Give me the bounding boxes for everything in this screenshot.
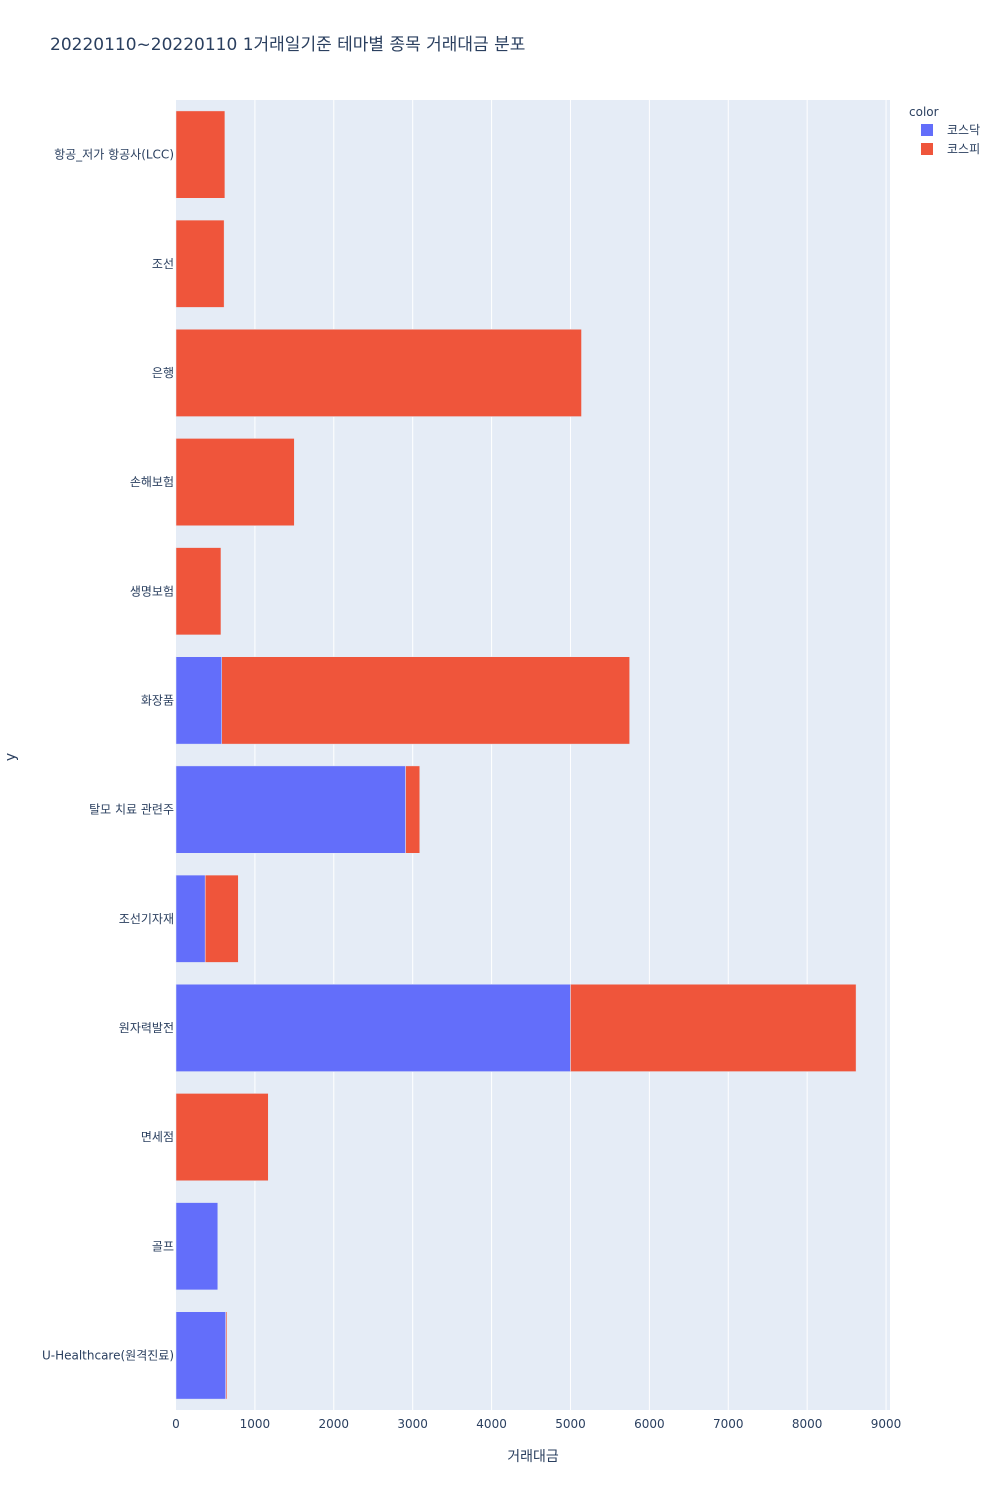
y-tick-label: 항공_저가 항공사(LCC) (54, 148, 174, 162)
x-axis-title: 거래대금 (507, 1449, 559, 1465)
x-tick-label: 2000 (319, 1417, 350, 1431)
y-tick-label: 탈모 치료 관련주 (89, 803, 174, 817)
bar-segment[interactable] (405, 765, 421, 854)
y-tick-label: 조선기자재 (119, 912, 174, 926)
y-tick-label: 조선 (152, 257, 174, 271)
x-tick-label: 9000 (871, 1417, 902, 1431)
bar-segment[interactable] (175, 874, 206, 963)
y-tick-label: U-Healthcare(원격진료) (42, 1348, 174, 1362)
x-tick-label: 7000 (713, 1417, 744, 1431)
y-tick-label: 은행 (152, 365, 174, 380)
legend-swatch[interactable] (921, 124, 933, 136)
x-tick-label: 1000 (240, 1417, 271, 1431)
bar-segment[interactable] (175, 1202, 219, 1291)
x-tick-label: 4000 (476, 1417, 507, 1431)
bar-segment[interactable] (175, 1311, 226, 1400)
bar-segment[interactable] (175, 656, 223, 745)
x-tick-label: 3000 (397, 1417, 428, 1431)
bar-segment[interactable] (175, 438, 295, 526)
legend-title: color (909, 105, 939, 119)
chart-title: 20220110~20220110 1거래일기준 테마별 종목 거래대금 분포 (50, 35, 525, 55)
y-tick-label: 생명보험 (130, 584, 174, 598)
bar-segment[interactable] (175, 110, 226, 199)
x-tick-label: 6000 (634, 1417, 665, 1431)
y-tick-label: 면세점 (141, 1130, 174, 1144)
bar-segment[interactable] (225, 1311, 228, 1400)
y-axis-title: y (3, 753, 19, 761)
legend-label[interactable]: 코스피 (947, 142, 980, 156)
y-tick-label: 손해보험 (130, 475, 174, 489)
x-tick-label: 8000 (792, 1417, 823, 1431)
bar-segment[interactable] (175, 984, 571, 1072)
grid-lines (254, 100, 887, 1410)
legend-label[interactable]: 코스닥 (947, 123, 980, 137)
bar-segment[interactable] (175, 1093, 269, 1181)
bars (175, 110, 857, 1400)
bar-segment[interactable] (175, 329, 582, 417)
bar-segment[interactable] (570, 984, 857, 1072)
plot-area (176, 100, 890, 1410)
bar-segment[interactable] (175, 219, 225, 308)
y-tick-label: 화장품 (141, 693, 174, 707)
bar-segment[interactable] (175, 765, 406, 854)
legend-swatch[interactable] (921, 143, 933, 155)
y-tick-label: 원자력발전 (119, 1021, 174, 1035)
x-tick-label: 0 (172, 1417, 180, 1431)
x-tick-label: 5000 (555, 1417, 586, 1431)
y-tick-label: 골프 (152, 1239, 174, 1253)
bar-segment[interactable] (175, 547, 222, 636)
x-tick-labels: 0 1000 2000 3000 4000 5000 6000 7000 8000 9000 (172, 1417, 901, 1431)
bar-segment[interactable] (221, 656, 630, 745)
bar-segment[interactable] (204, 874, 239, 963)
